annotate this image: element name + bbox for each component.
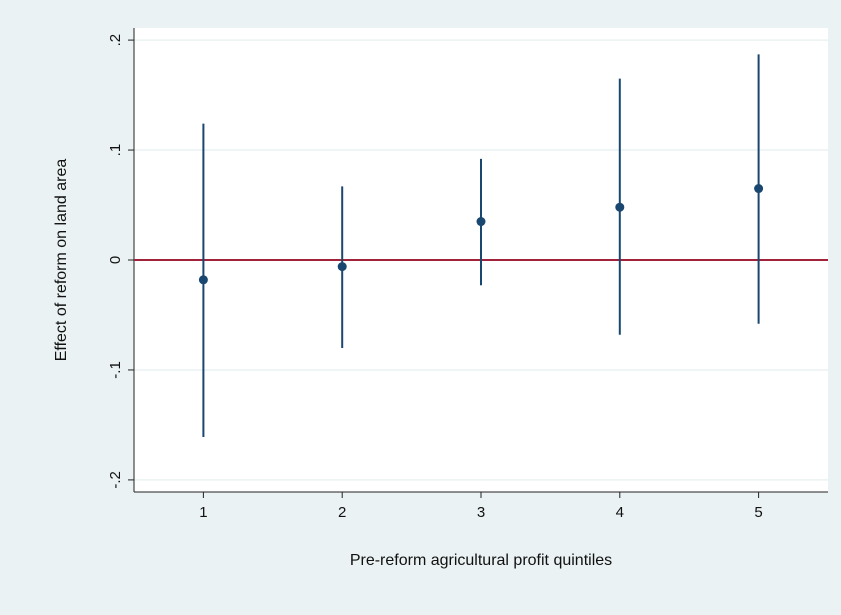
x-axis-label: Pre-reform agricultural profit quintiles [350,552,612,569]
y-tick-label: -.2 [107,471,124,489]
x-tick-label: 3 [477,504,485,521]
x-tick-label: 4 [616,504,624,521]
y-tick-label: .1 [107,144,124,157]
y-tick-label: -.1 [107,361,124,379]
point [615,202,625,212]
x-tick-label: 5 [754,504,762,521]
y-tick-label: .2 [107,34,124,47]
x-tick-label: 2 [338,504,346,521]
point [754,184,764,194]
point [198,275,208,285]
x-tick-label: 1 [199,504,207,521]
y-tick-label: 0 [107,256,124,264]
point [476,217,486,227]
y-axis-label: Effect of reform on land area [53,159,70,362]
point [337,262,347,272]
